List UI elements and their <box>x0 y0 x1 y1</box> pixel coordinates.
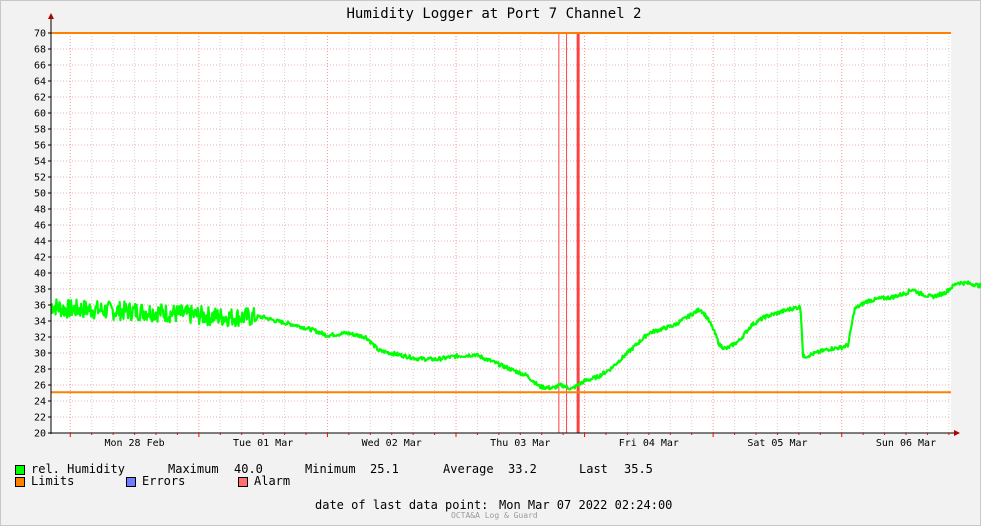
y-tick-label: 46 <box>34 221 46 232</box>
y-tick-label: 60 <box>34 109 46 120</box>
y-tick-label: 70 <box>34 29 46 40</box>
y-tick-label: 54 <box>34 157 46 168</box>
y-tick-label: 22 <box>34 413 46 424</box>
y-tick-label: 30 <box>34 349 46 360</box>
y-tick-label: 58 <box>34 125 46 136</box>
major-grid <box>51 33 951 433</box>
x-tick-label: Thu 03 Mar <box>490 438 550 449</box>
x-tick-label: Mon 28 Feb <box>104 438 164 449</box>
y-tick-label: 48 <box>34 205 46 216</box>
y-tick-label: 28 <box>34 365 46 376</box>
y-tick-label: 66 <box>34 61 46 72</box>
x-tick-label: Tue 01 Mar <box>233 438 293 449</box>
y-tick-label: 38 <box>34 285 46 296</box>
y-tick-label: 40 <box>34 269 46 280</box>
y-tick-label: 36 <box>34 301 46 312</box>
series-line-humidity <box>50 280 981 391</box>
x-tick-label: Fri 04 Mar <box>619 438 679 449</box>
x-axis-tick-labels: Mon 28 Feb Tue 01 Mar Wed 02 Mar Thu 03 Mar… <box>104 438 936 449</box>
series-layer <box>50 280 981 391</box>
y-tick-label: 62 <box>34 93 46 104</box>
plot-area <box>51 33 951 433</box>
y-tick-label: 26 <box>34 381 46 392</box>
x-tick-label: Sun 06 Mar <box>876 438 936 449</box>
x-axis-arrow <box>954 430 960 436</box>
y-axis-tick-labels: 20 22 24 26 28 30 32 34 36 38 40 42 44 46 48 50 52 54 56 58… <box>34 29 46 440</box>
y-tick-label: 32 <box>34 333 46 344</box>
y-tick-label: 52 <box>34 173 46 184</box>
limit-lines <box>51 32 951 394</box>
y-axis-arrow <box>48 13 54 19</box>
x-tick-label: Wed 02 Mar <box>362 438 422 449</box>
y-tick-label: 68 <box>34 45 46 56</box>
y-tick-label: 64 <box>34 77 46 88</box>
y-tick-label: 24 <box>34 397 46 408</box>
y-tick-label: 20 <box>34 429 46 440</box>
y-tick-label: 42 <box>34 253 46 264</box>
y-tick-label: 56 <box>34 141 46 152</box>
y-tick-label: 34 <box>34 317 46 328</box>
chart-title: Humidity Logger at Port 7 Channel 2 <box>346 6 641 22</box>
axes <box>48 13 960 437</box>
y-tick-label: 50 <box>34 189 46 200</box>
alarm-markers <box>558 33 580 433</box>
x-tick-label: Sat 05 Mar <box>747 438 807 449</box>
y-tick-label: 44 <box>34 237 46 248</box>
